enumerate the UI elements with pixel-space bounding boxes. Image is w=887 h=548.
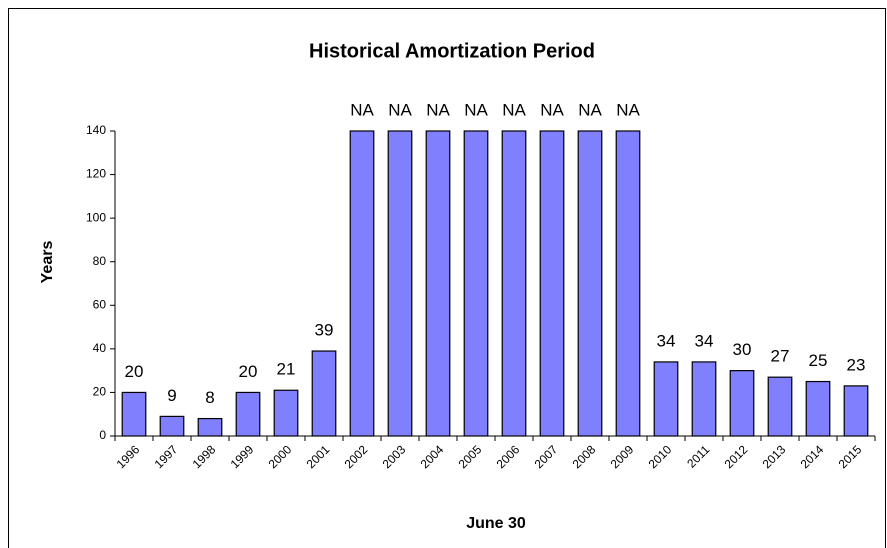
bar (729, 370, 755, 437)
bar (311, 350, 337, 437)
y-tick-label: 100 (86, 210, 106, 224)
bar (235, 391, 261, 437)
data-label: 21 (277, 360, 296, 379)
y-tick-label: 0 (99, 428, 106, 442)
data-label: 9 (167, 386, 176, 405)
data-label: NA (540, 100, 564, 119)
y-axis-label: Years (39, 241, 56, 284)
bar (159, 415, 185, 437)
bar (425, 130, 451, 437)
bar (805, 380, 831, 437)
data-label: 34 (695, 331, 714, 350)
y-tick-label: 40 (93, 341, 107, 355)
data-label: NA (578, 100, 602, 119)
data-label: 27 (771, 347, 790, 366)
data-label: NA (464, 100, 488, 119)
bar (767, 376, 793, 437)
bar (349, 130, 375, 437)
data-label: 20 (239, 362, 258, 381)
y-tick-label: 120 (86, 167, 106, 181)
bar (197, 417, 223, 437)
data-label: 39 (315, 321, 334, 340)
bar (387, 130, 413, 437)
data-label: NA (502, 100, 526, 119)
data-label: 20 (125, 362, 144, 381)
bar (691, 361, 717, 437)
data-label: 8 (205, 388, 214, 407)
bar (653, 361, 679, 437)
bar (577, 130, 603, 437)
bar (539, 130, 565, 437)
data-label: NA (350, 100, 374, 119)
bar (273, 389, 299, 437)
x-axis-label: June 30 (466, 515, 526, 532)
y-tick-label: 140 (86, 123, 106, 137)
data-label: NA (426, 100, 450, 119)
bar (615, 130, 641, 437)
y-tick-label: 60 (93, 297, 107, 311)
data-label: 25 (809, 351, 828, 370)
y-tick-label: 20 (93, 385, 107, 399)
data-label: 23 (847, 355, 866, 374)
y-tick-label: 80 (93, 254, 107, 268)
bar (501, 130, 527, 437)
data-label: 30 (733, 340, 752, 359)
bar (463, 130, 489, 437)
data-label: NA (616, 100, 640, 119)
data-label: NA (388, 100, 412, 119)
chart-title: Historical Amortization Period (309, 40, 595, 62)
bar (121, 391, 147, 437)
data-label: 34 (657, 331, 676, 350)
bar (843, 385, 869, 437)
